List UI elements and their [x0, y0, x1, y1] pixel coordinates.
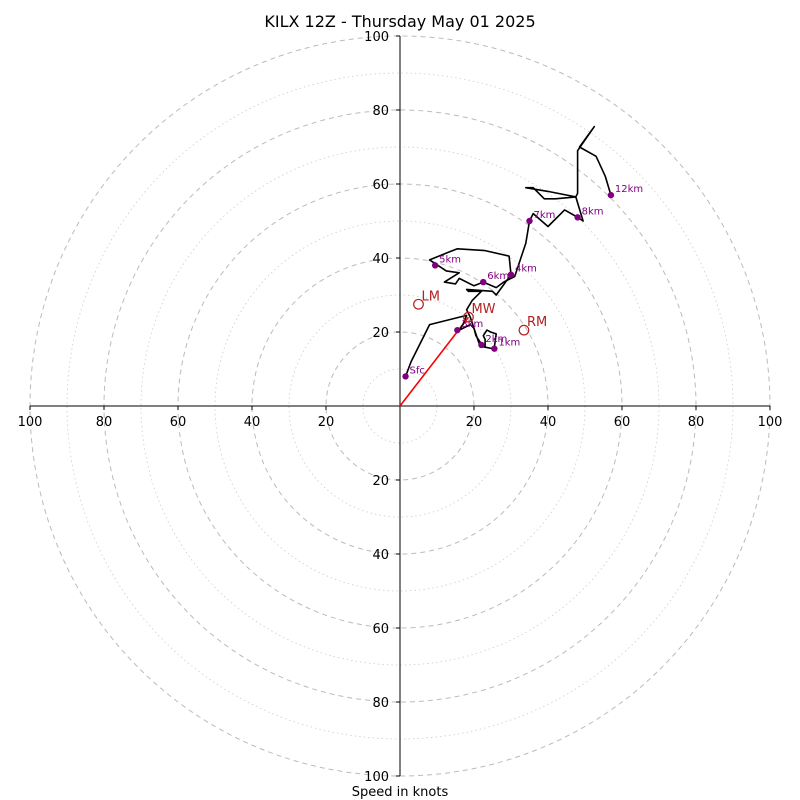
y-tick-label: 60	[372, 622, 389, 637]
storm-motion-marker	[413, 298, 424, 310]
height-marker	[480, 278, 487, 286]
x-tick-label: 60	[170, 415, 187, 430]
y-tick-label: 40	[372, 548, 389, 563]
height-marker	[507, 271, 515, 278]
height-marker	[574, 214, 581, 221]
y-tick-label: 100	[364, 30, 389, 45]
y-tick-label: 60	[372, 178, 389, 193]
hodograph-trace	[404, 125, 612, 377]
storm-motion-label: RM	[527, 315, 547, 330]
height-marker-label: 1km	[498, 338, 520, 349]
x-tick-label: 100	[758, 415, 783, 430]
height-marker-label: 4km	[515, 264, 537, 275]
storm-motion-label: MW	[471, 302, 495, 317]
x-tick-label: 100	[18, 415, 43, 430]
x-tick-label: 20	[466, 415, 483, 430]
height-marker	[454, 326, 461, 334]
y-tick-label: 40	[372, 252, 389, 267]
height-marker-label: 12km	[615, 184, 643, 195]
height-marker-label: Sfc	[410, 365, 425, 376]
x-tick-label: 40	[540, 415, 557, 430]
height-marker	[607, 191, 615, 199]
storm-motion-marker	[518, 324, 530, 336]
y-tick-label: 20	[372, 474, 389, 489]
height-marker	[526, 217, 533, 225]
x-axis-label: Speed in knots	[352, 785, 449, 800]
height-marker-label: 2km	[485, 334, 507, 345]
x-tick-label: 80	[96, 415, 113, 430]
height-marker	[491, 345, 498, 352]
y-tick-label: 80	[372, 696, 389, 711]
height-marker-label: 6km	[487, 271, 509, 282]
height-marker	[402, 373, 409, 380]
x-tick-label: 20	[318, 415, 335, 430]
height-marker-label: 7km	[534, 210, 556, 221]
height-marker	[431, 262, 439, 269]
x-tick-label: 60	[614, 415, 631, 430]
y-tick-label: 80	[372, 104, 389, 119]
height-marker-label: 3km	[461, 319, 483, 330]
y-tick-label: 20	[372, 326, 389, 341]
y-tick-label: 100	[364, 770, 389, 785]
storm-motion-label: LM	[422, 289, 440, 304]
height-marker-label: 5km	[439, 254, 461, 265]
height-marker-label: 8km	[582, 206, 604, 217]
x-tick-label: 80	[688, 415, 705, 430]
chart-title: KILX 12Z - Thursday May 01 2025	[264, 12, 536, 31]
x-tick-label: 40	[244, 415, 261, 430]
storm-motion-marker	[463, 311, 474, 323]
height-marker	[478, 341, 485, 349]
